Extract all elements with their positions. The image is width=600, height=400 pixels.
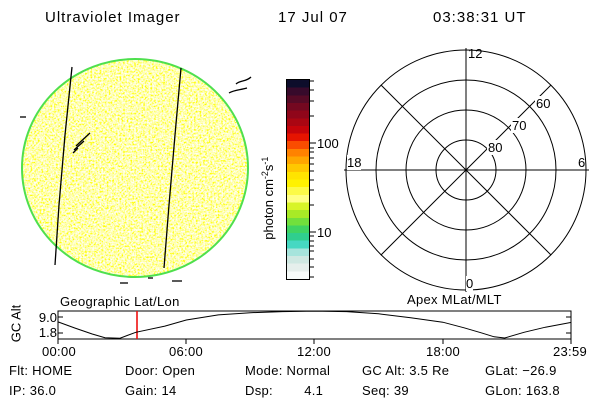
gc-alt-plot [57,310,572,344]
polar-label-12: 12 [468,46,483,61]
colorbar-tick-100: 100 [317,136,339,151]
status-gc-alt: GC Alt: 3.5 Re [362,363,450,378]
page-title: Ultraviolet Imager [45,9,181,26]
status-dsp: Dsp: 4.1 [245,383,324,398]
polar-lat-60: 60 [535,96,552,111]
status-ip: IP: 36.0 [9,383,57,398]
date-readout: 17 Jul 07 [278,9,348,26]
status-gain: Gain: 14 [125,383,177,398]
colorbar-tick-10: 10 [317,225,332,240]
gc-xtick-0000: 00:00 [41,344,77,359]
gc-xtick-2359: 23:59 [552,344,588,359]
apex-mlatmlt-label: Apex MLat/MLT [407,292,502,307]
polar-label-6: 6 [578,155,586,170]
time-readout: 03:38:31 UT [433,9,527,26]
unit-exponent-2: -1 [259,156,270,165]
gc-ytick-1-8: 1.8 [38,325,57,340]
status-seq: Seq: 39 [362,383,409,398]
colorbar-ticks [310,80,316,278]
status-mode: Mode: Normal [245,363,331,378]
geo-latlon-label: Geographic Lat/Lon [60,294,180,309]
gc-xtick-1200: 12:00 [296,344,332,359]
disc-rim [21,58,249,278]
coastline-marks [20,76,252,284]
polar-label-18: 18 [347,155,362,170]
gc-alt-curve [57,310,571,339]
gc-alt-axis-label: GC Alt [8,304,24,343]
uv-disc-image [20,58,252,284]
colorbar-gradient [286,79,310,280]
status-flt: Flt: HOME [9,363,73,378]
status-glon: GLon: 163.8 [485,383,560,398]
unit-mid: s [261,164,277,172]
meridian-lines [54,66,182,269]
gc-xtick-1800: 18:00 [425,344,461,359]
status-glat: GLat: −26.9 [485,363,557,378]
status-door: Door: Open [125,363,196,378]
polar-lat-70: 70 [511,118,528,133]
polar-label-0: 0 [466,276,474,291]
polar-grid-plot [344,48,589,292]
gc-ytick-9: 9.0 [38,310,57,325]
unit-prefix: photon cm [261,179,277,240]
gc-xtick-0600: 06:00 [168,344,204,359]
unit-exponent-1: -2 [259,171,270,180]
polar-lat-80: 80 [487,140,504,155]
uv-image-panel [20,55,252,285]
colorbar-unit-label: photon cm-2s-1 [260,118,276,278]
